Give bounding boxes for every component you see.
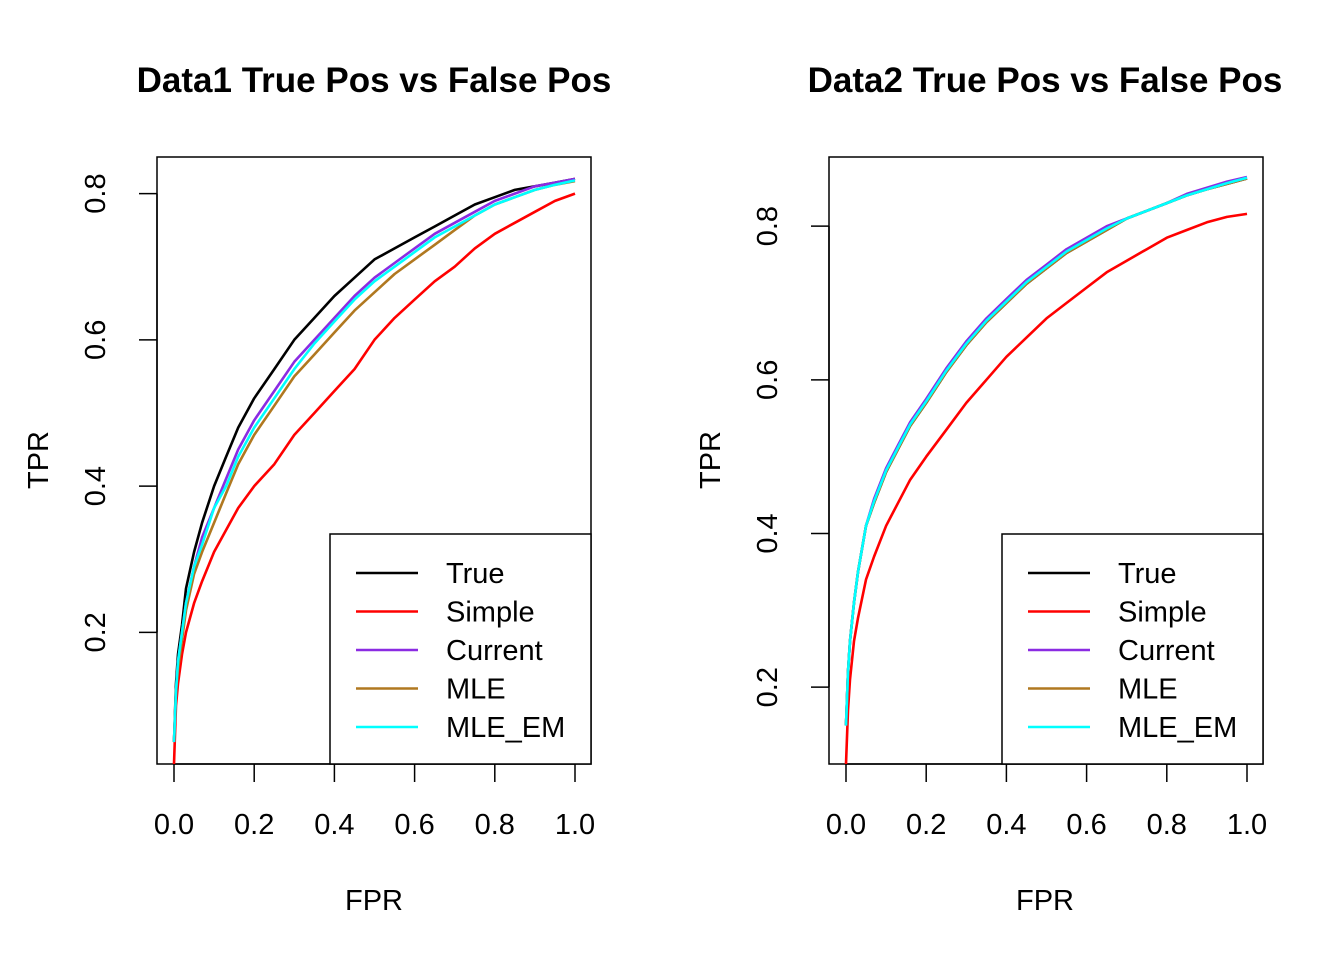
legend-items: True Simple Current MLE MLE_EM bbox=[356, 558, 565, 744]
series-line-mle-em bbox=[172, 179, 576, 743]
series-lines bbox=[844, 175, 1248, 765]
x-tick-label: 0.0 bbox=[826, 809, 866, 841]
legend-label: True bbox=[1118, 558, 1177, 590]
x-tick-label: 0.0 bbox=[154, 809, 194, 841]
x-tick-label: 0.8 bbox=[475, 809, 515, 841]
y-tick-label: 0.6 bbox=[80, 320, 112, 360]
x-tick-label: 0.2 bbox=[234, 809, 274, 841]
y-tick-label: 0.6 bbox=[752, 360, 784, 400]
x-axis-label: FPR bbox=[1016, 885, 1074, 917]
x-tick-label: 0.8 bbox=[1147, 809, 1187, 841]
panel-data2: Data2 True Pos vs False Pos FPR TPR 0.0 0… bbox=[695, 61, 1282, 917]
x-tick-label: 0.6 bbox=[394, 809, 434, 841]
x-tick-label: 1.0 bbox=[1227, 809, 1267, 841]
x-tick-label: 0.4 bbox=[986, 809, 1026, 841]
y-tick-label: 0.4 bbox=[80, 466, 112, 506]
chart-title: Data1 True Pos vs False Pos bbox=[137, 61, 612, 100]
legend-label: Simple bbox=[1118, 597, 1207, 629]
series-line-simple bbox=[844, 212, 1248, 765]
legend-label: MLE bbox=[1118, 674, 1178, 706]
y-tick-label: 0.2 bbox=[80, 612, 112, 652]
y-tick-label: 0.8 bbox=[80, 173, 112, 213]
x-axis: 0.0 0.2 0.4 0.6 0.8 1.0 bbox=[154, 763, 595, 841]
y-axis-label: TPR bbox=[695, 431, 727, 489]
x-tick-label: 0.2 bbox=[906, 809, 946, 841]
series-line-simple bbox=[172, 192, 576, 765]
legend-label: MLE bbox=[446, 674, 506, 706]
y-tick-label: 0.2 bbox=[752, 667, 784, 707]
y-axis: 0.2 0.4 0.6 0.8 bbox=[752, 206, 830, 707]
y-axis-label: TPR bbox=[23, 431, 55, 489]
x-tick-label: 1.0 bbox=[555, 809, 595, 841]
x-tick-label: 0.4 bbox=[314, 809, 354, 841]
y-axis: 0.2 0.4 0.6 0.8 bbox=[80, 173, 158, 653]
series-line-mle-em bbox=[844, 176, 1248, 726]
x-axis: 0.0 0.2 0.4 0.6 0.8 1.0 bbox=[826, 763, 1267, 841]
x-axis-label: FPR bbox=[345, 885, 403, 917]
chart-title: Data2 True Pos vs False Pos bbox=[808, 61, 1283, 100]
legend-label: Current bbox=[446, 635, 543, 667]
legend-label: MLE_EM bbox=[446, 712, 565, 744]
y-tick-label: 0.4 bbox=[752, 513, 784, 553]
legend-items: True Simple Current MLE MLE_EM bbox=[1028, 558, 1237, 744]
legend: True Simple Current MLE MLE_EM bbox=[1001, 533, 1264, 765]
x-tick-label: 0.6 bbox=[1066, 809, 1106, 841]
y-tick-label: 0.8 bbox=[752, 206, 784, 246]
legend-label: Simple bbox=[446, 597, 535, 629]
panel-data1: Data1 True Pos vs False Pos FPR TPR 0.0 0… bbox=[23, 61, 611, 917]
legend-label: MLE_EM bbox=[1118, 712, 1237, 744]
series-line-true bbox=[172, 177, 576, 743]
series-lines bbox=[172, 177, 576, 765]
legend-label: True bbox=[446, 558, 505, 590]
legend-label: Current bbox=[1118, 635, 1215, 667]
legend: True Simple Current MLE MLE_EM bbox=[329, 533, 592, 765]
